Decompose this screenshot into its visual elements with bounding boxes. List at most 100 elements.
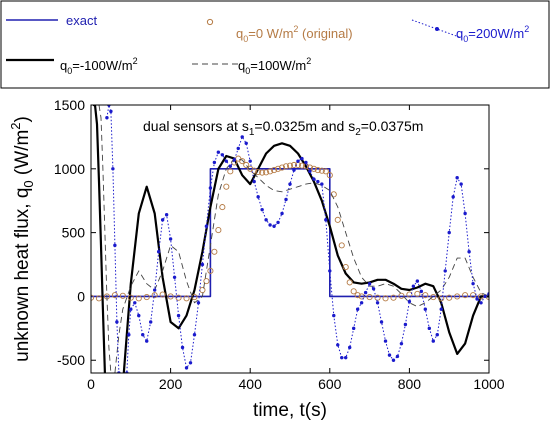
series-q200-point bbox=[447, 230, 451, 235]
legend-label-qm100: q0=-100W/m2 bbox=[60, 56, 138, 76]
series-q0-point bbox=[310, 165, 317, 172]
series-q0-point bbox=[398, 292, 405, 299]
series-q200-point bbox=[272, 224, 276, 228]
series-q0-point bbox=[298, 162, 305, 169]
series-q200-point bbox=[324, 218, 328, 222]
series-q200-point bbox=[204, 224, 209, 228]
series-q200-point bbox=[475, 297, 479, 301]
x-tick-label: 400 bbox=[239, 376, 263, 392]
series-q0-point bbox=[151, 292, 158, 299]
series-q200-point bbox=[320, 182, 324, 186]
series-q200-point bbox=[160, 218, 165, 222]
series-q200-point bbox=[371, 287, 376, 291]
series-q200-point bbox=[109, 109, 113, 114]
series-q0-point bbox=[119, 292, 126, 299]
series-q0-point bbox=[314, 167, 321, 174]
series-q0-point bbox=[438, 295, 445, 302]
x-tick-label: 800 bbox=[398, 376, 422, 392]
series-q200-point bbox=[276, 220, 280, 225]
series-q200-point bbox=[280, 211, 284, 216]
series-q0-point bbox=[271, 167, 278, 174]
series-q0-point bbox=[278, 164, 286, 171]
series-q200-point bbox=[119, 397, 122, 400]
series-q200-point bbox=[483, 294, 487, 299]
series-q200-point bbox=[220, 153, 225, 157]
series-q200-point bbox=[164, 213, 169, 217]
series-q200-point bbox=[355, 307, 360, 311]
series-q200-point bbox=[240, 135, 244, 139]
legend-label-q0: q0=0 W/m2 (original) bbox=[236, 24, 353, 44]
series-q200-point bbox=[312, 177, 316, 181]
series-q0-point bbox=[263, 169, 270, 176]
series-q200-point bbox=[407, 299, 412, 304]
series-q200-point bbox=[192, 333, 197, 337]
series-q0-point bbox=[286, 162, 294, 169]
series-q0-point bbox=[406, 291, 413, 298]
series-q200-point bbox=[431, 339, 435, 343]
series-q200-point bbox=[196, 301, 201, 305]
series-q200-point bbox=[288, 182, 292, 186]
series-q200-point bbox=[113, 243, 117, 248]
series-q0-point bbox=[211, 248, 218, 255]
series-q0-point bbox=[382, 295, 389, 302]
series-q200-point bbox=[479, 301, 483, 305]
series-q200-point bbox=[172, 275, 177, 279]
y-axis-label: unknown heat flux, q0 (W/m2) bbox=[8, 116, 36, 362]
series-q200-point bbox=[395, 354, 400, 359]
series-q200-point bbox=[379, 320, 384, 324]
series-q200-point bbox=[471, 281, 475, 286]
series-q200-point bbox=[336, 343, 340, 347]
series-q200-point bbox=[375, 301, 380, 305]
series-q0-point bbox=[350, 288, 357, 295]
legend-entry-q100: q0=100W/m2 bbox=[192, 56, 311, 76]
series-q200-point bbox=[419, 289, 424, 294]
series-q0-point bbox=[239, 158, 246, 165]
series-q200-point bbox=[256, 195, 260, 199]
series-q0-point bbox=[223, 183, 230, 190]
legend-entry-q0: q0=0 W/m2 (original) bbox=[206, 18, 353, 44]
series-q200-point bbox=[435, 333, 439, 337]
series-q0-point bbox=[267, 168, 274, 175]
series-q0-point bbox=[446, 294, 453, 301]
series-q200-point bbox=[387, 353, 392, 357]
series-q200-point bbox=[156, 250, 161, 254]
legend-label-q200: q0=200W/m2 bbox=[456, 24, 529, 44]
series-q0-point bbox=[322, 168, 329, 175]
series-q200-point bbox=[467, 250, 471, 254]
series-q0-point bbox=[215, 227, 222, 234]
legend-entry-qm100: q0=-100W/m2 bbox=[6, 56, 138, 76]
series-q200-point bbox=[344, 355, 348, 360]
series-q0-point bbox=[354, 292, 361, 299]
series-q0-point bbox=[227, 168, 234, 175]
series-q200-point bbox=[127, 333, 131, 337]
series-q0-point bbox=[95, 295, 103, 302]
x-tick-label: 0 bbox=[87, 376, 95, 392]
series-q0-point bbox=[275, 165, 282, 172]
series-q200-point bbox=[248, 159, 252, 163]
series-q200-point bbox=[328, 269, 332, 273]
series-q200-point bbox=[137, 313, 141, 318]
series-q200-point bbox=[252, 179, 256, 184]
series-q0-point bbox=[366, 294, 373, 301]
series-q0-point bbox=[255, 168, 262, 176]
legend-swatch-q0 bbox=[206, 18, 214, 26]
series-q0-point bbox=[318, 167, 325, 174]
x-tick-label: 1000 bbox=[473, 376, 504, 392]
legend-box bbox=[0, 0, 550, 89]
x-tick-label: 200 bbox=[159, 376, 183, 392]
series-q0-point bbox=[135, 295, 142, 302]
x-tick-label: 600 bbox=[318, 376, 342, 392]
series-q200-point bbox=[184, 366, 189, 370]
legend-entry-q200: q0=200W/m2 bbox=[411, 19, 529, 44]
series-q0-point bbox=[127, 294, 134, 301]
series-q0-point bbox=[374, 294, 381, 301]
series-q200-point bbox=[268, 223, 272, 227]
series-q200-point bbox=[348, 345, 352, 350]
series-q200-point bbox=[367, 281, 372, 286]
series-q200-point bbox=[236, 146, 240, 151]
series-q200-point bbox=[363, 290, 368, 295]
series-q200-point bbox=[149, 320, 153, 324]
series-q200-point bbox=[133, 301, 137, 305]
series-q200-point bbox=[316, 179, 320, 184]
series-q200-point bbox=[451, 195, 455, 199]
